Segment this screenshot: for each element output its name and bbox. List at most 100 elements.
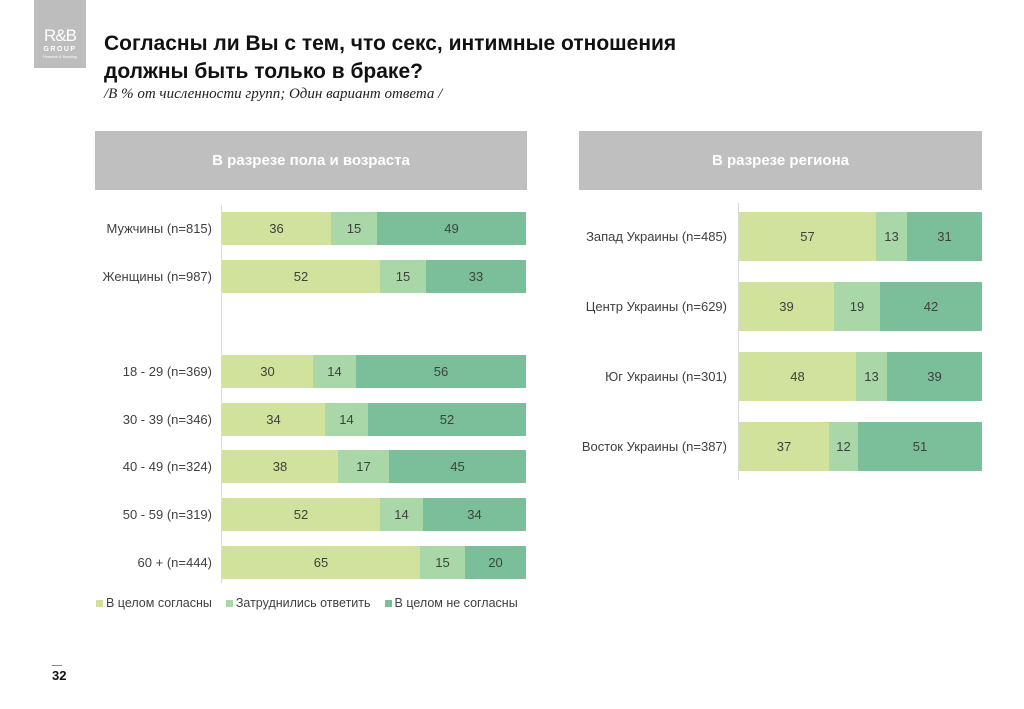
data-label: 13 (864, 369, 879, 384)
panel-header-region: В разрезе региона (579, 131, 982, 190)
category-label: Юг Украины (n=301) (605, 368, 727, 384)
bar-segment-agree: 39 (739, 282, 834, 331)
chart-legend: В целом согласны Затруднились ответить В… (96, 596, 518, 610)
page-number-rule (52, 665, 62, 666)
category-axis-line (738, 203, 739, 480)
category-axis-line (221, 205, 222, 583)
data-label: 36 (269, 221, 284, 236)
page-subtitle: /В % от численности групп; Один вариант … (104, 86, 443, 102)
bar-segment-unsure: 14 (380, 498, 423, 531)
legend-swatch-disagree (384, 599, 392, 607)
bar-segment-unsure: 14 (325, 403, 368, 436)
category-label: 18 - 29 (n=369) (122, 363, 212, 379)
legend-item-unsure: Затруднились ответить (225, 596, 371, 610)
bar-segment-disagree: 51 (858, 422, 982, 471)
data-label: 14 (327, 364, 342, 379)
bar-segment-unsure: 14 (313, 355, 356, 388)
logo-name: GROUP (43, 46, 77, 53)
category-label: 30 - 39 (n=346) (122, 411, 212, 427)
bar-segment-agree: 65 (222, 546, 420, 579)
data-label: 20 (488, 555, 503, 570)
data-label: 37 (776, 439, 792, 454)
bar-segment-agree: 52 (222, 260, 380, 293)
category-label: Мужчины (n=815) (106, 220, 212, 236)
bar-segment-disagree: 20 (465, 546, 526, 579)
bar-segment-unsure: 15 (331, 212, 377, 245)
bar-segment-unsure: 13 (876, 212, 907, 261)
title-line-2: должны быть только в браке? (104, 60, 423, 83)
data-label: 12 (836, 439, 851, 454)
data-label: 48 (790, 369, 805, 384)
bar-segment-agree: 36 (222, 212, 331, 245)
bar-segment-agree: 48 (739, 352, 856, 401)
data-label: 30 (260, 364, 275, 379)
category-label: Запад Украины (n=485) (586, 228, 727, 244)
bar-segment-agree: 52 (222, 498, 380, 531)
legend-label-agree: В целом согласны (106, 596, 212, 610)
legend-item-disagree: В целом не согласны (384, 596, 518, 610)
category-label: Центр Украины (n=629) (585, 298, 727, 314)
bar-segment-agree: 57 (739, 212, 876, 261)
bar-segment-disagree: 49 (377, 212, 526, 245)
data-label: 42 (923, 299, 939, 314)
title-line-1: Согласны ли Вы с тем, что секс, интимные… (104, 32, 677, 55)
data-label: 56 (433, 364, 449, 379)
bar-segment-disagree: 39 (887, 352, 982, 401)
category-label: Восток Украины (n=387) (581, 438, 727, 454)
category-label: 60 + (n=444) (137, 554, 212, 570)
bar-segment-agree: 30 (222, 355, 313, 388)
data-label: 14 (394, 507, 409, 522)
data-label: 38 (272, 459, 288, 474)
data-label: 19 (849, 299, 865, 314)
bar-segment-disagree: 31 (907, 212, 982, 261)
data-label: 15 (346, 221, 362, 236)
data-label: 34 (266, 412, 281, 427)
category-label: 50 - 59 (n=319) (122, 506, 212, 522)
data-label: 31 (937, 229, 952, 244)
data-label: 52 (293, 507, 309, 522)
bar-segment-disagree: 56 (356, 355, 526, 388)
legend-swatch-unsure (225, 599, 233, 607)
data-label: 34 (467, 507, 482, 522)
data-label: 52 (439, 412, 455, 427)
data-label: 65 (313, 555, 329, 570)
legend-label-disagree: В целом не согласны (394, 596, 518, 610)
bar-segment-agree: 38 (222, 450, 338, 483)
category-label: Женщины (n=987) (102, 268, 212, 284)
data-label: 15 (435, 555, 450, 570)
data-label: 33 (468, 269, 484, 284)
bar-segment-agree: 34 (222, 403, 325, 436)
bar-segment-unsure: 12 (829, 422, 858, 471)
rb-group-logo: R&B GROUP Research & Branding (34, 0, 86, 68)
legend-label-unsure: Затруднились ответить (235, 596, 371, 610)
data-label: 14 (339, 412, 354, 427)
bar-segment-unsure: 19 (834, 282, 880, 331)
legend-item-agree: В целом согласны (96, 596, 212, 610)
logo-mark: R&B (44, 26, 77, 45)
bar-segment-disagree: 42 (880, 282, 982, 331)
bar-segment-disagree: 52 (368, 403, 526, 436)
data-label: 17 (356, 459, 371, 474)
data-label: 45 (450, 459, 465, 474)
bar-segment-unsure: 15 (420, 546, 465, 579)
bar-segment-disagree: 33 (426, 260, 526, 293)
bar-segment-agree: 37 (739, 422, 829, 471)
data-label: 57 (800, 229, 815, 244)
data-label: 52 (293, 269, 309, 284)
panel-header-gender-age: В разрезе пола и возраста (95, 131, 527, 190)
data-label: 49 (444, 221, 459, 236)
legend-swatch-agree (96, 599, 103, 607)
data-label: 13 (884, 229, 899, 244)
data-label: 51 (912, 439, 928, 454)
page-number: 32 (52, 668, 67, 683)
bar-segment-unsure: 13 (856, 352, 887, 401)
data-label: 15 (395, 269, 411, 284)
bar-segment-unsure: 15 (380, 260, 426, 293)
bar-segment-disagree: 34 (423, 498, 526, 531)
logo-tagline: Research & Branding (43, 55, 77, 59)
bar-segment-disagree: 45 (389, 450, 526, 483)
category-label: 40 - 49 (n=324) (122, 458, 212, 474)
page-title: Согласны ли Вы с тем, что секс, интимные… (104, 30, 676, 86)
data-label: 39 (779, 299, 794, 314)
bar-segment-unsure: 17 (338, 450, 389, 483)
